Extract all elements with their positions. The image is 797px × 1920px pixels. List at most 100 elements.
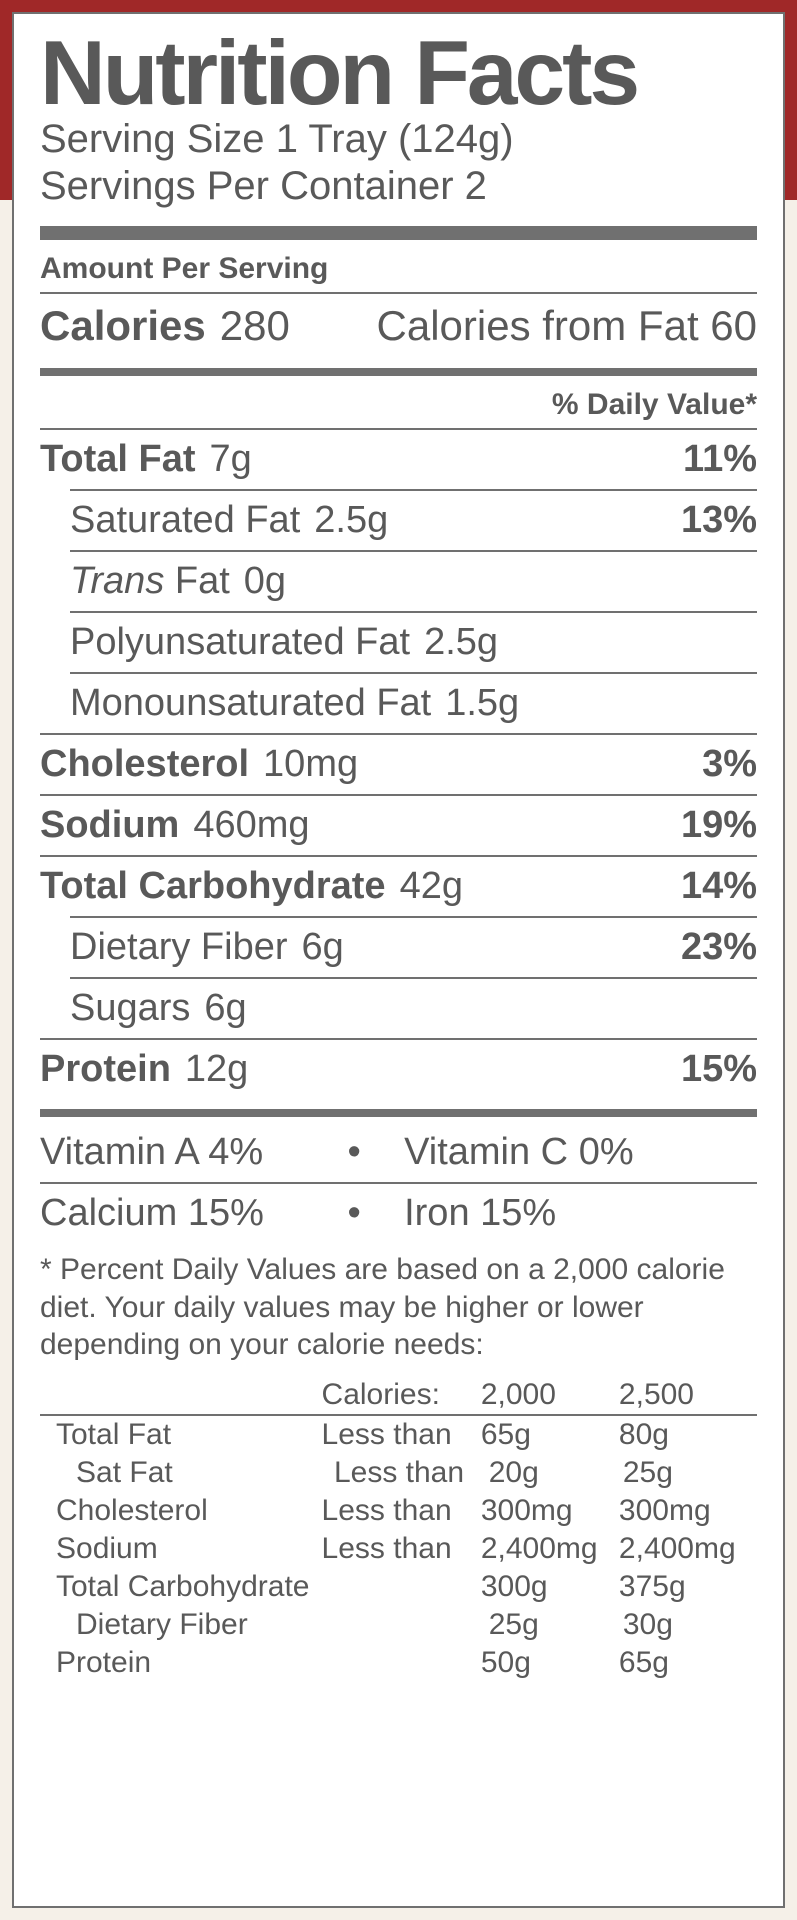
ref-row: CholesterolLess than300mg300mg: [40, 1492, 757, 1530]
mid-rule-1: [40, 368, 757, 376]
vitamin-left-value: 4%: [208, 1131, 263, 1173]
ref-name: Cholesterol: [40, 1494, 322, 1528]
vitamin-row: Calcium 15% • Iron 15%: [40, 1184, 757, 1243]
vitamin-right-label: Vitamin C: [404, 1131, 568, 1173]
nutrient-label: Total Fat: [40, 438, 196, 481]
nutrient-dv: 3%: [702, 743, 757, 786]
footnote-text: Percent Daily Values are based on a 2,00…: [40, 1253, 725, 1361]
vitamin-right-label: Iron: [404, 1192, 469, 1234]
nutrient-amount: 6g: [204, 987, 246, 1030]
nutrient-row: Sodium460mg19%: [40, 796, 757, 855]
bullet-icon: •: [334, 1131, 374, 1174]
nutrient-amount: 7g: [210, 438, 252, 481]
ref-2500: 30g: [623, 1608, 757, 1642]
servings-per-container-label: Servings Per Container: [40, 164, 454, 208]
nutrient-label: Dietary Fiber: [70, 926, 288, 969]
ref-2500: 25g: [623, 1456, 757, 1490]
nutrient-label: Protein: [40, 1048, 171, 1091]
reference-table: Calories: 2,000 2,500 Total FatLess than…: [40, 1376, 757, 1682]
nutrient-row: Dietary Fiber6g23%: [40, 918, 757, 977]
bullet-icon: •: [334, 1192, 374, 1235]
nutrient-dv: 14%: [681, 865, 757, 908]
nutrient-amount: 42g: [400, 865, 463, 908]
nutrient-label: Cholesterol: [40, 743, 249, 786]
ref-header-2000: 2,000: [481, 1378, 619, 1412]
nutrient-dv: 11%: [683, 438, 757, 481]
ref-name: Protein: [40, 1646, 322, 1680]
ref-row: Dietary Fiber 25g30g: [40, 1606, 757, 1644]
nutrient-dv: 15%: [681, 1048, 757, 1091]
nutrient-row: Total Fat 7g 11%: [40, 430, 757, 489]
nutrient-amount: 1.5g: [445, 682, 519, 725]
nutrient-row: Polyunsaturated Fat 2.5g: [40, 613, 757, 672]
ref-qualifier: Less than: [322, 1494, 481, 1528]
ref-2500: 2,400mg: [619, 1532, 757, 1566]
ref-qualifier: Less than: [334, 1456, 489, 1490]
nutrient-amount: 2.5g: [314, 499, 388, 542]
ref-2000: 65g: [481, 1418, 619, 1452]
ref-row: SodiumLess than2,400mg2,400mg: [40, 1530, 757, 1568]
calories-row: Calories 280 Calories from Fat 60: [40, 294, 757, 358]
nutrition-facts-panel: Nutrition Facts Serving Size 1 Tray (124…: [12, 12, 785, 1908]
ref-qualifier: Less than: [322, 1532, 481, 1566]
ref-2000: 2,400mg: [481, 1532, 619, 1566]
nutrient-label: Polyunsaturated Fat: [70, 621, 410, 664]
ref-header-row: Calories: 2,000 2,500: [40, 1376, 757, 1414]
vitamin-left-value: 15%: [188, 1192, 264, 1234]
ref-row: Protein 50g65g: [40, 1644, 757, 1682]
nutrient-dv: 13%: [681, 499, 757, 542]
ref-header-2500: 2,500: [619, 1378, 757, 1412]
ref-name: Dietary Fiber: [40, 1608, 334, 1642]
calories-label: Calories: [40, 302, 206, 350]
ref-2000: 20g: [489, 1456, 623, 1490]
amount-per-serving-header: Amount Per Serving: [40, 248, 757, 292]
ref-header-calories: Calories:: [322, 1378, 481, 1412]
ref-qualifier: [322, 1646, 481, 1680]
ref-2000: 25g: [489, 1608, 623, 1642]
ref-name: Total Fat: [40, 1418, 322, 1452]
ref-2000: 50g: [481, 1646, 619, 1680]
vitamin-right-value: 15%: [480, 1192, 556, 1234]
nutrient-row: Protein12g15%: [40, 1040, 757, 1099]
ref-2500: 375g: [619, 1570, 757, 1604]
nutrient-label: Total Carbohydrate: [40, 865, 386, 908]
nutrient-amount: 10mg: [263, 743, 358, 786]
nutrient-amount: 2.5g: [424, 621, 498, 664]
nutrient-label: Saturated Fat: [70, 499, 300, 542]
nutrient-row: Sugars 6g: [40, 979, 757, 1038]
ref-2000: 300mg: [481, 1494, 619, 1528]
nutrient-row: Total Carbohydrate 42g 14%: [40, 857, 757, 916]
calories-value: 280: [220, 302, 290, 350]
ref-qualifier: [334, 1608, 489, 1642]
nutrient-label: Sugars: [70, 987, 190, 1030]
mid-rule-2: [40, 1109, 757, 1117]
nutrient-dv: 19%: [681, 804, 757, 847]
thick-rule-1: [40, 226, 757, 240]
nutrient-row: Cholesterol 10mg 3%: [40, 735, 757, 794]
ref-name: Total Carbohydrate: [40, 1570, 322, 1604]
serving-size-value: 1 Tray (124g): [276, 117, 514, 161]
ref-qualifier: Less than: [322, 1418, 481, 1452]
nutrient-amount: 6g: [302, 926, 344, 969]
calories-from-fat-value: 60: [710, 302, 757, 349]
ref-row: Total FatLess than65g80g: [40, 1416, 757, 1454]
nutrient-amount: 460mg: [193, 804, 309, 847]
ref-2000: 300g: [481, 1570, 619, 1604]
ref-name: Sodium: [40, 1532, 322, 1566]
ref-name: Sat Fat: [40, 1456, 334, 1490]
ref-row: Sat FatLess than20g25g: [40, 1454, 757, 1492]
nutrient-label: Monounsaturated Fat: [70, 682, 431, 725]
nutrient-row: Trans Fat0g: [40, 552, 757, 611]
nutrient-label: Trans Fat: [70, 560, 230, 603]
ref-row: Total Carbohydrate 300g375g: [40, 1568, 757, 1606]
ref-qualifier: [322, 1570, 481, 1604]
ref-2500: 80g: [619, 1418, 757, 1452]
calories-from-fat-label: Calories from Fat: [377, 302, 699, 349]
nutrient-row: Saturated Fat 2.5g 13%: [40, 491, 757, 550]
ref-2500: 65g: [619, 1646, 757, 1680]
vitamin-left-label: Calcium: [40, 1192, 177, 1234]
vitamin-row: Vitamin A 4%•Vitamin C 0%: [40, 1123, 757, 1182]
footnote: * Percent Daily Values are based on a 2,…: [40, 1243, 757, 1376]
nutrients-list: Total Fat 7g 11% Saturated Fat 2.5g 13% Trans …: [40, 428, 757, 1099]
vitamin-left-label: Vitamin A: [40, 1131, 198, 1173]
